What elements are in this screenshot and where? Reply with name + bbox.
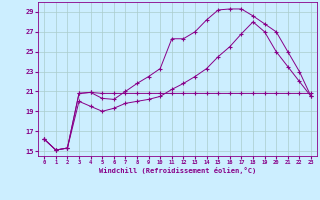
X-axis label: Windchill (Refroidissement éolien,°C): Windchill (Refroidissement éolien,°C) xyxy=(99,167,256,174)
